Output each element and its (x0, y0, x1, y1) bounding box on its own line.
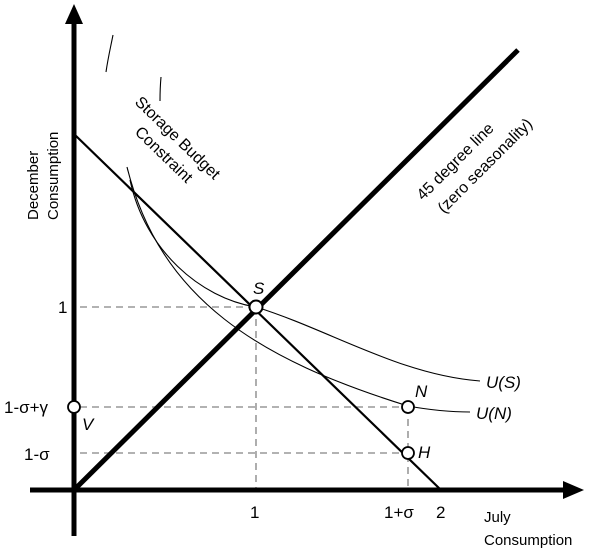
y-tick-1-sigma-gamma: 1-σ+γ (4, 398, 49, 417)
y-tick-1-sigma: 1-σ (24, 445, 50, 464)
y-axis-title-line1: December (25, 151, 42, 220)
point-s-label: S (253, 279, 265, 298)
point-s-marker (248, 299, 264, 315)
y-axis-arrow (65, 4, 83, 24)
curve-fragment-a (105, 34, 114, 73)
point-n-label: N (415, 382, 428, 401)
point-h-label: H (418, 443, 431, 462)
curve-us-label: U(S) (486, 373, 521, 392)
curve-un-label: U(N) (476, 404, 512, 423)
x-tick-1: 1 (250, 503, 259, 522)
x-axis-title-line1: July (484, 509, 511, 526)
point-n-marker (401, 400, 415, 414)
curve-un (126, 166, 471, 413)
curve-us (129, 179, 481, 382)
x-tick-1-sigma: 1+σ (384, 503, 414, 522)
x-axis-arrow (563, 481, 584, 499)
y-tick-1: 1 (58, 298, 67, 317)
point-v-label: V (82, 415, 95, 434)
x-tick-2: 2 (436, 503, 445, 522)
point-h-marker (401, 446, 415, 460)
y-axis-title-line2: Consumption (45, 132, 62, 220)
point-v-marker (67, 400, 81, 414)
x-axis-title-line2: Consumption (484, 532, 572, 549)
forty-five-degree-line (72, 48, 520, 492)
curve-fragment-b (159, 76, 162, 102)
